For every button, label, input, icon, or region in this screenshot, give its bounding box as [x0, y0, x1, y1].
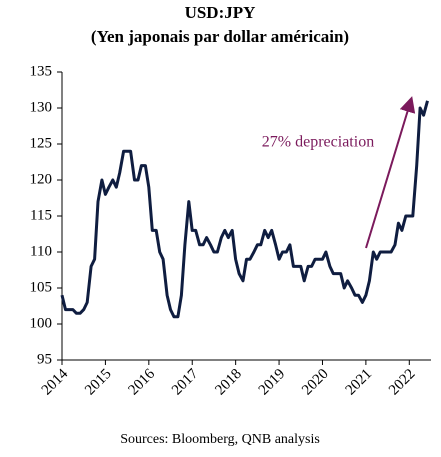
x-tick-label: 2017 — [169, 366, 202, 399]
x-tick-label: 2021 — [343, 366, 376, 399]
x-tick-label: 2014 — [39, 366, 72, 399]
x-tick-label: 2016 — [126, 366, 159, 399]
y-tick-label: 115 — [30, 207, 52, 223]
y-tick-label: 125 — [30, 135, 53, 151]
y-tick-label: 130 — [30, 99, 53, 115]
y-tick-label: 135 — [30, 63, 53, 79]
y-tick-label: 100 — [30, 315, 53, 331]
x-tick-label: 2019 — [256, 366, 289, 399]
chart-title: USD:JPY — [185, 3, 256, 22]
source-note: Sources: Bloomberg, QNB analysis — [120, 432, 320, 447]
y-tick-label: 120 — [30, 171, 53, 187]
x-tick-label: 2022 — [386, 366, 419, 399]
y-tick-label: 95 — [37, 351, 52, 367]
chart-subtitle: (Yen japonais par dollar américain) — [91, 27, 349, 46]
y-tick-label: 105 — [30, 279, 53, 295]
price-line — [60, 100, 429, 319]
y-tick-label: 110 — [30, 243, 52, 259]
x-tick-label: 2020 — [299, 366, 332, 399]
annotation: 27% depreciation — [262, 134, 374, 151]
annotation-arrow — [365, 96, 416, 249]
x-tick-label: 2018 — [212, 366, 245, 399]
x-tick-label: 2015 — [82, 366, 115, 399]
